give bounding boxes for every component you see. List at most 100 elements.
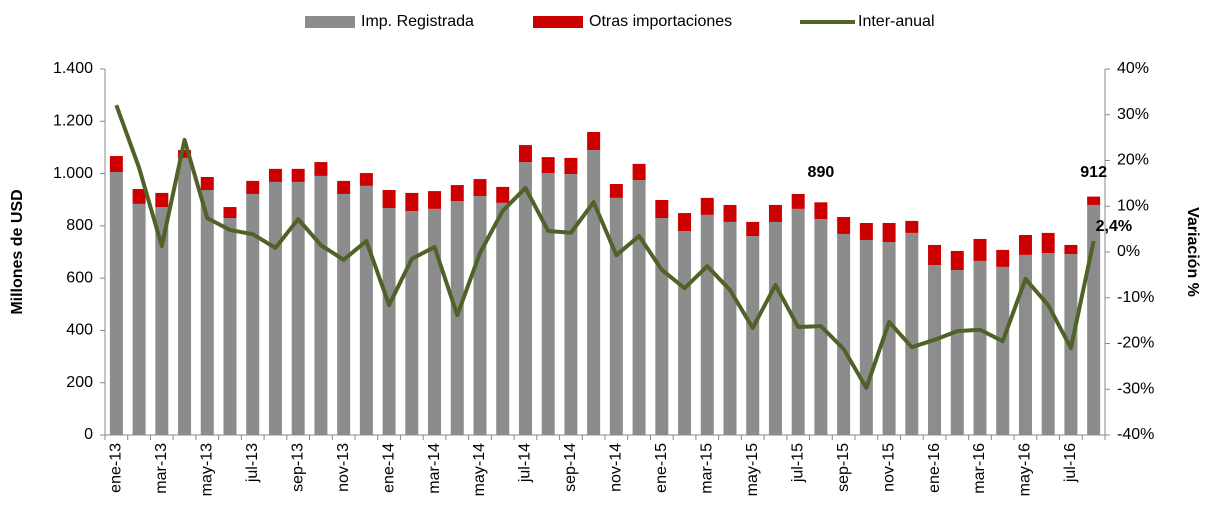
x-tick-label: ene-13 [108,443,125,493]
bar-segment [996,249,1010,267]
bar-segment [1041,232,1055,254]
bar-segment [950,250,964,271]
bar-segment [996,266,1010,435]
bar-segment [359,173,373,186]
bar-segment [223,218,237,435]
bar-segment [950,270,964,435]
y2-tick-label: 20% [1117,152,1149,169]
bar-segment [541,173,555,435]
bar-segment [678,231,692,435]
x-tick-label: may-13 [198,443,215,496]
bar-segment [496,202,510,435]
bar-segment [496,186,510,203]
bar-segment [564,174,578,435]
x-tick-label: jul-16 [1062,443,1079,483]
bar-segment [882,242,896,435]
bar-segment [314,162,328,176]
bar-segment [109,172,123,435]
bar-segment [837,233,851,435]
x-tick-label: mar-15 [698,443,715,494]
bar-segment [337,180,351,194]
bar-segment [337,193,351,435]
bar-segment [1018,254,1032,435]
bar-segment [132,203,146,435]
y-tick-label: 1.200 [53,113,93,130]
bar-segment [928,265,942,435]
bar-segment [1087,204,1101,435]
bar-segment [155,207,169,435]
bar-segment [314,175,328,435]
bar-segment [746,236,760,435]
bar-segment [405,210,419,435]
y-tick-label: 1.400 [53,60,93,77]
bar-segment [609,197,623,435]
y2-tick-label: 0% [1117,243,1140,260]
y2-axis-title: Variación % [1184,207,1201,297]
bar-segment [723,204,737,222]
bar-segment [473,179,487,197]
bar-segment [655,199,669,219]
bar-segment [1087,196,1101,205]
x-tick-label: nov-13 [335,443,352,492]
bar-segment [973,238,987,261]
bar-segment [768,204,782,222]
legend-label: Inter-anual [858,13,935,30]
legend-label: Imp. Registrada [361,13,474,30]
bar-segment [791,208,805,435]
legend-swatch [305,16,355,28]
line [114,104,1096,390]
bar-segment [859,222,873,240]
data-label: 2,4% [1096,218,1132,235]
y2-tick-label: -40% [1117,426,1154,443]
y-tick-label: 0 [84,426,93,443]
bar-segment [405,192,419,211]
x-tick-label: jul-15 [789,443,806,483]
bar-segment [1018,235,1032,255]
x-tick-label: sep-13 [289,443,306,492]
bar-segment [246,193,260,435]
x-tick-label: may-16 [1017,443,1034,496]
bar-segment [632,163,646,181]
bar-segment [291,181,305,435]
bar-segment [587,132,601,151]
bar-segment [587,150,601,436]
bar-segment [382,190,396,209]
x-tick-label: nov-14 [608,443,625,492]
bar-segment [905,232,919,435]
bar-segment [291,168,305,182]
bar-segment [541,157,555,174]
bar-segment [428,191,442,209]
bar-segment [609,184,623,198]
x-tick-label: jul-13 [244,443,261,483]
bar-segment [223,207,237,219]
y-tick-label: 200 [66,374,93,391]
bar-segment [450,185,464,202]
y-axis-title: Millones de USD [9,189,26,314]
x-tick-label: ene-14 [380,443,397,493]
bar-segment [746,221,760,237]
bar-segment [882,222,896,243]
x-tick-label: nov-15 [880,443,897,492]
bar-segment [1041,253,1055,435]
x-tick-label: sep-15 [835,443,852,492]
x-tick-label: mar-13 [153,443,170,494]
bar-segment [132,188,146,204]
bar-segment [268,181,282,435]
x-tick-label: ene-16 [926,443,943,493]
bar-segment [428,208,442,435]
y2-tick-label: 30% [1117,106,1149,123]
bar-segment [655,218,669,435]
bar-segment [450,201,464,435]
bar-segment [791,193,805,209]
bar-segment [814,202,828,220]
bar-segment [859,239,873,435]
x-tick-label: mar-14 [426,443,443,494]
bar-segment [518,145,532,163]
bar-segment [178,150,192,158]
bar-segment [837,216,851,234]
bar-segment [200,190,214,435]
annotation: 912 [1080,164,1107,181]
bar-segment [109,156,123,173]
bar-segment [382,208,396,435]
